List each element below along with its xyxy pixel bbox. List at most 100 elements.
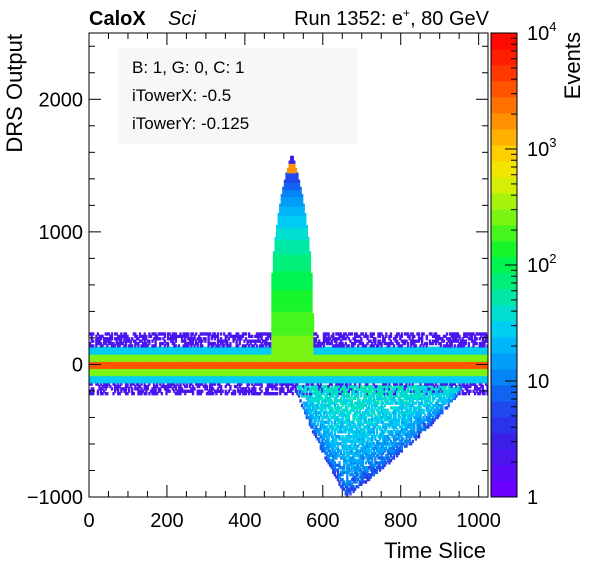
heatmap-cell xyxy=(300,234,304,238)
heatmap-cell xyxy=(177,344,181,348)
heatmap-cell xyxy=(294,339,298,343)
heatmap-cell xyxy=(285,236,288,241)
heatmap-cell xyxy=(156,370,159,374)
heatmap-cell xyxy=(274,301,277,305)
heatmap-cell xyxy=(168,380,171,384)
heatmap-cell xyxy=(265,365,268,370)
heatmap-cell xyxy=(143,353,146,358)
heatmap-cell xyxy=(290,275,293,279)
heatmap-cell xyxy=(300,244,304,248)
heatmap-cell xyxy=(291,289,294,293)
heatmap-cell xyxy=(162,380,165,384)
heatmap-cell xyxy=(260,360,263,365)
heatmap-cell xyxy=(109,372,112,377)
heatmap-cell xyxy=(282,341,285,346)
heatmap-cell xyxy=(182,363,185,367)
heatmap-cell xyxy=(138,372,142,377)
heatmap-cell xyxy=(224,334,227,339)
heatmap-cell xyxy=(246,341,249,346)
heatmap-cell xyxy=(221,346,224,350)
heatmap-cell xyxy=(149,389,153,393)
heatmap-cell xyxy=(305,368,308,372)
heatmap-cell xyxy=(159,380,162,384)
heatmap-cell xyxy=(300,322,304,327)
heatmap-cell xyxy=(286,193,290,198)
heatmap-cell xyxy=(296,298,299,303)
heatmap-cell xyxy=(98,363,101,367)
heatmap-cell xyxy=(191,337,195,341)
heatmap-cell xyxy=(162,368,165,372)
heatmap-cell xyxy=(290,165,293,169)
heatmap-cell xyxy=(271,375,274,379)
heatmap-cell xyxy=(304,258,307,262)
heatmap-cell xyxy=(304,337,307,341)
heatmap-cell xyxy=(120,363,123,367)
heatmap-cell xyxy=(268,375,271,379)
heatmap-cell xyxy=(294,179,298,183)
heatmap-cell xyxy=(286,306,290,310)
heatmap-cell xyxy=(321,444,324,448)
heatmap-cell xyxy=(279,275,282,279)
heatmap-cell xyxy=(237,380,240,384)
heatmap-cell xyxy=(199,349,202,353)
heatmap-cell xyxy=(302,253,305,257)
heatmap-cell xyxy=(215,351,218,355)
heatmap-cell xyxy=(207,349,210,353)
heatmap-cell xyxy=(311,315,315,319)
heatmap-cell xyxy=(307,270,310,274)
heatmap-cell xyxy=(280,272,284,276)
heatmap-cell xyxy=(251,351,254,355)
heatmap-cell xyxy=(300,325,304,329)
heatmap-cell xyxy=(302,325,305,329)
heatmap-cell xyxy=(180,358,184,362)
heatmap-cell xyxy=(293,239,296,243)
heatmap-cell xyxy=(132,372,135,377)
heatmap-cell xyxy=(300,270,304,274)
heatmap-cell xyxy=(219,349,223,353)
heatmap-cell xyxy=(272,346,276,350)
heatmap-cell xyxy=(283,344,287,348)
heatmap-cell xyxy=(272,298,276,303)
heatmap-cell xyxy=(293,251,296,255)
heatmap-cell xyxy=(156,360,159,365)
heatmap-cell xyxy=(299,239,302,243)
heatmap-cell xyxy=(230,356,234,360)
heatmap-cell xyxy=(322,415,326,420)
heatmap-cell xyxy=(286,167,290,171)
heatmap-cell xyxy=(302,375,305,379)
heatmap-cell xyxy=(305,306,308,310)
heatmap-cell xyxy=(302,384,305,389)
heatmap-cell xyxy=(152,370,156,374)
heatmap-cell xyxy=(132,377,135,381)
heatmap-cell xyxy=(308,408,312,413)
heatmap-cell xyxy=(89,392,92,396)
heatmap-cell xyxy=(90,339,93,343)
heatmap-cell xyxy=(311,399,315,403)
heatmap-cell xyxy=(166,363,170,367)
heatmap-cell xyxy=(291,272,294,276)
heatmap-cell xyxy=(308,341,312,346)
heatmap-cell xyxy=(271,337,274,341)
heatmap-cell xyxy=(288,203,291,207)
heatmap-cell xyxy=(294,284,298,288)
heatmap-cell xyxy=(291,384,294,389)
heatmap-cell xyxy=(132,356,135,360)
heatmap-cell xyxy=(321,403,324,408)
heatmap-cell xyxy=(265,349,268,353)
heatmap-cell xyxy=(299,234,302,238)
heatmap-cell xyxy=(257,339,260,343)
heatmap-cell xyxy=(285,232,288,236)
heatmap-cell xyxy=(165,346,168,350)
heatmap-cell xyxy=(316,403,319,408)
heatmap-cell xyxy=(126,392,129,396)
heatmap-cell xyxy=(300,334,304,339)
heatmap-cell xyxy=(310,411,313,415)
heatmap-cell xyxy=(117,356,120,360)
heatmap-cell xyxy=(299,267,302,272)
heatmap-cell xyxy=(316,344,319,348)
heatmap-cell xyxy=(221,339,224,343)
heatmap-cell xyxy=(118,346,121,350)
heatmap-cell xyxy=(313,377,316,381)
heatmap-cell xyxy=(95,380,98,384)
heatmap-cell xyxy=(305,267,308,272)
